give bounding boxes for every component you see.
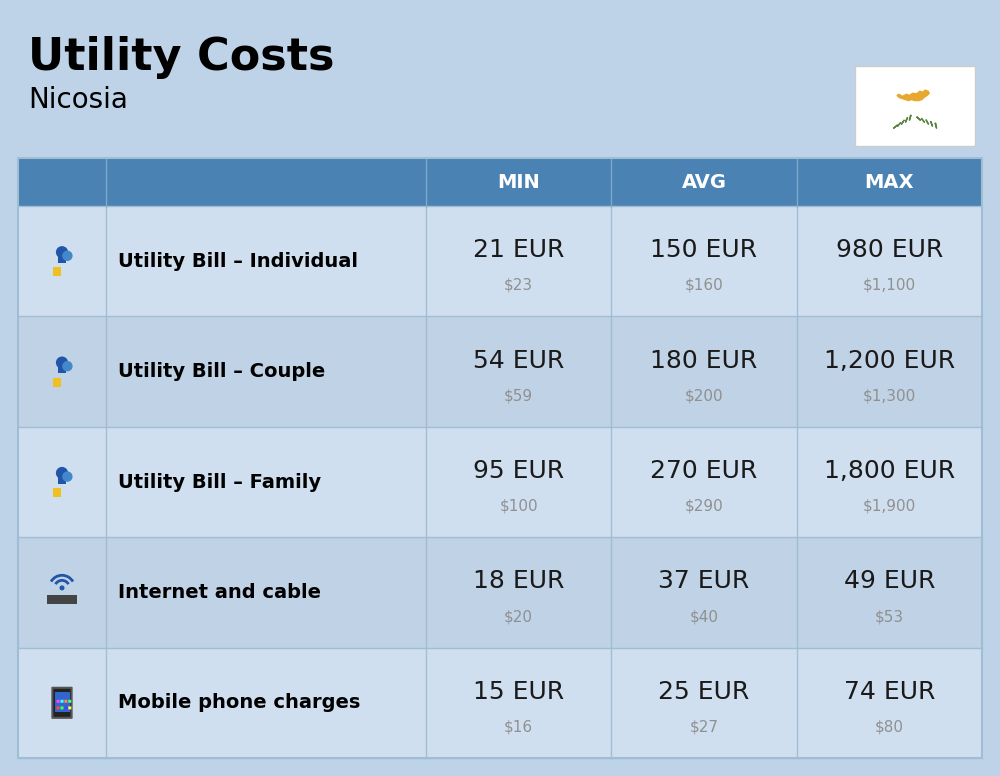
Text: 74 EUR: 74 EUR xyxy=(844,680,935,704)
FancyBboxPatch shape xyxy=(855,66,975,146)
Text: $1,300: $1,300 xyxy=(863,389,916,404)
Text: 15 EUR: 15 EUR xyxy=(473,680,564,704)
Text: 49 EUR: 49 EUR xyxy=(844,570,935,594)
Text: 54 EUR: 54 EUR xyxy=(473,348,564,372)
FancyBboxPatch shape xyxy=(60,700,64,703)
Text: $27: $27 xyxy=(690,719,718,735)
Text: MAX: MAX xyxy=(865,172,914,192)
Text: Utility Bill – Individual: Utility Bill – Individual xyxy=(118,251,358,271)
FancyBboxPatch shape xyxy=(68,700,71,703)
Text: 1,200 EUR: 1,200 EUR xyxy=(824,348,955,372)
Text: AVG: AVG xyxy=(682,172,726,192)
Circle shape xyxy=(60,586,64,590)
Polygon shape xyxy=(917,116,921,120)
Polygon shape xyxy=(905,117,908,123)
Polygon shape xyxy=(909,115,911,120)
Polygon shape xyxy=(926,120,929,124)
Polygon shape xyxy=(897,90,929,101)
Circle shape xyxy=(63,251,72,260)
FancyBboxPatch shape xyxy=(64,706,67,709)
FancyBboxPatch shape xyxy=(47,595,77,605)
Text: $290: $290 xyxy=(685,499,723,514)
FancyBboxPatch shape xyxy=(58,474,66,483)
Circle shape xyxy=(63,362,72,371)
Polygon shape xyxy=(930,121,933,126)
Text: Mobile phone charges: Mobile phone charges xyxy=(118,693,360,712)
Polygon shape xyxy=(901,120,904,124)
FancyBboxPatch shape xyxy=(58,254,66,263)
Text: $16: $16 xyxy=(504,719,533,735)
Text: 180 EUR: 180 EUR xyxy=(650,348,758,372)
Text: 95 EUR: 95 EUR xyxy=(473,459,564,483)
Text: $1,100: $1,100 xyxy=(863,278,916,293)
FancyBboxPatch shape xyxy=(57,700,60,703)
Text: $53: $53 xyxy=(875,609,904,624)
Text: $100: $100 xyxy=(499,499,538,514)
Text: MIN: MIN xyxy=(497,172,540,192)
Polygon shape xyxy=(921,118,925,123)
FancyBboxPatch shape xyxy=(52,688,72,718)
Text: $1,900: $1,900 xyxy=(863,499,916,514)
Text: Nicosia: Nicosia xyxy=(28,86,128,114)
FancyBboxPatch shape xyxy=(58,364,66,373)
FancyBboxPatch shape xyxy=(18,317,982,427)
Text: Utility Bill – Family: Utility Bill – Family xyxy=(118,473,321,491)
Text: $80: $80 xyxy=(875,719,904,735)
Circle shape xyxy=(57,247,67,258)
Circle shape xyxy=(57,468,67,478)
Text: $20: $20 xyxy=(504,609,533,624)
FancyBboxPatch shape xyxy=(64,700,67,703)
FancyBboxPatch shape xyxy=(57,706,60,709)
Circle shape xyxy=(57,357,67,368)
FancyBboxPatch shape xyxy=(53,378,61,386)
Text: 980 EUR: 980 EUR xyxy=(836,238,943,262)
FancyBboxPatch shape xyxy=(18,537,982,648)
Text: $200: $200 xyxy=(685,389,723,404)
Text: $23: $23 xyxy=(504,278,533,293)
FancyBboxPatch shape xyxy=(18,206,982,317)
Text: 18 EUR: 18 EUR xyxy=(473,570,564,594)
FancyBboxPatch shape xyxy=(68,706,71,709)
Text: 270 EUR: 270 EUR xyxy=(650,459,758,483)
Text: $59: $59 xyxy=(504,389,533,404)
FancyBboxPatch shape xyxy=(53,488,61,497)
FancyBboxPatch shape xyxy=(18,158,982,206)
Text: 21 EUR: 21 EUR xyxy=(473,238,564,262)
FancyBboxPatch shape xyxy=(18,427,982,537)
Text: $40: $40 xyxy=(690,609,718,624)
Text: 1,800 EUR: 1,800 EUR xyxy=(824,459,955,483)
Text: $160: $160 xyxy=(685,278,723,293)
Polygon shape xyxy=(935,123,937,128)
Text: 37 EUR: 37 EUR xyxy=(658,570,750,594)
FancyBboxPatch shape xyxy=(53,267,61,276)
FancyBboxPatch shape xyxy=(18,648,982,758)
Text: Utility Bill – Couple: Utility Bill – Couple xyxy=(118,362,325,381)
Text: 150 EUR: 150 EUR xyxy=(650,238,758,262)
Text: Internet and cable: Internet and cable xyxy=(118,583,321,602)
Text: 25 EUR: 25 EUR xyxy=(658,680,750,704)
Text: Utility Costs: Utility Costs xyxy=(28,36,334,79)
FancyBboxPatch shape xyxy=(60,706,64,709)
FancyBboxPatch shape xyxy=(54,692,70,712)
Circle shape xyxy=(63,472,72,481)
Polygon shape xyxy=(897,123,901,126)
Polygon shape xyxy=(893,125,898,128)
